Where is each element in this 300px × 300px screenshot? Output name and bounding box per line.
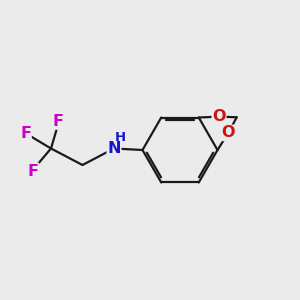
Text: N: N <box>107 141 121 156</box>
Text: F: F <box>20 126 31 141</box>
Text: F: F <box>28 164 38 178</box>
Text: F: F <box>53 114 64 129</box>
Text: H: H <box>115 130 126 144</box>
Text: O: O <box>212 109 226 124</box>
Text: O: O <box>222 125 235 140</box>
